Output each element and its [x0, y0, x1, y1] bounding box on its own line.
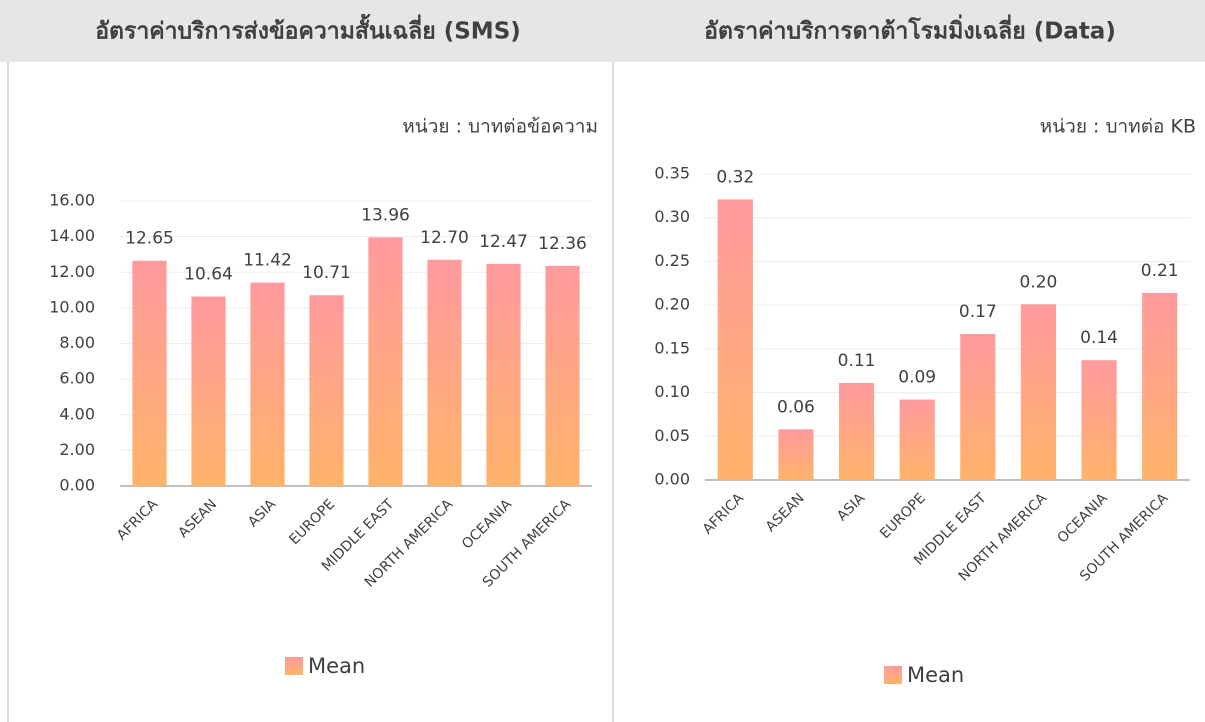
y-tick-label: 0.00: [59, 476, 95, 495]
y-tick-label: 14.00: [49, 226, 95, 245]
bar: [132, 260, 167, 486]
legend-label: Mean: [907, 663, 964, 687]
y-tick-label: 0.30: [654, 207, 690, 226]
bar: [545, 265, 580, 486]
bar: [427, 259, 462, 486]
value-label: 0.21: [1141, 261, 1179, 281]
value-label: 12.65: [125, 229, 174, 249]
value-label: 0.09: [898, 368, 936, 388]
bar: [1142, 292, 1178, 480]
value-label: 10.71: [302, 263, 351, 283]
bar: [899, 399, 935, 480]
chart-title: อัตราค่าบริการดาต้าโรมมิ่งเฉลี่ย (Data): [704, 14, 1116, 45]
x-tick-label: EUROPE: [286, 496, 338, 548]
bar: [191, 296, 226, 486]
x-tick-label: ASIA: [245, 496, 279, 530]
y-tick-label: 8.00: [59, 333, 95, 352]
y-tick-label: 12.00: [49, 262, 95, 281]
y-tick-label: 4.00: [59, 404, 95, 423]
legend-swatch: [285, 657, 303, 675]
y-tick-label: 16.00: [49, 191, 95, 210]
bar: [1081, 360, 1117, 480]
value-label: 12.36: [538, 234, 587, 254]
value-label: 11.42: [243, 251, 292, 271]
y-tick-label: 6.00: [59, 369, 95, 388]
value-label: 10.64: [184, 264, 233, 284]
x-tick-label: OCEANIA: [1055, 490, 1111, 546]
y-tick-label: 0.25: [654, 251, 690, 270]
y-tick-label: 0.10: [654, 382, 690, 401]
bar: [309, 295, 344, 486]
value-label: 0.32: [716, 167, 754, 187]
bar: [368, 237, 403, 486]
bar: [486, 263, 521, 486]
value-label: 0.06: [777, 397, 815, 417]
y-tick-label: 0.15: [654, 338, 690, 357]
value-label: 0.11: [838, 351, 876, 371]
y-tick-label: 0.20: [654, 295, 690, 314]
x-tick-label: EUROPE: [877, 490, 929, 542]
value-label: 13.96: [361, 205, 410, 225]
bar: [838, 382, 875, 480]
bar: [717, 199, 753, 480]
x-tick-label: OCEANIA: [459, 496, 515, 552]
bar: [250, 282, 285, 486]
unit-label: หน่วย : บาทต่อข้อความ: [402, 116, 598, 138]
unit-label: หน่วย : บาทต่อ KB: [1040, 116, 1196, 138]
legend-label: Mean: [308, 654, 365, 678]
legend-swatch: [884, 666, 902, 684]
value-label: 12.47: [479, 232, 528, 252]
x-tick-label: AFRICA: [700, 490, 748, 538]
bar: [1020, 304, 1057, 480]
x-tick-label: ASEAN: [763, 490, 808, 535]
y-tick-label: 0.35: [654, 164, 690, 183]
chart-title: อัตราค่าบริการส่งข้อความสั้นเฉลี่ย (SMS): [95, 14, 521, 45]
x-tick-label: AFRICA: [114, 496, 162, 544]
y-tick-label: 10.00: [49, 297, 95, 316]
bar: [778, 429, 814, 480]
value-label: 0.20: [1020, 272, 1058, 292]
x-tick-label: ASEAN: [175, 496, 220, 541]
header-band: [0, 0, 1205, 62]
value-label: 0.14: [1080, 328, 1118, 348]
value-label: 0.17: [959, 302, 997, 322]
y-tick-label: 2.00: [59, 440, 95, 459]
x-tick-label: ASIA: [834, 490, 868, 524]
y-tick-label: 0.00: [654, 470, 690, 489]
y-tick-label: 0.05: [654, 426, 690, 445]
bar: [960, 333, 996, 480]
value-label: 12.70: [420, 228, 469, 248]
